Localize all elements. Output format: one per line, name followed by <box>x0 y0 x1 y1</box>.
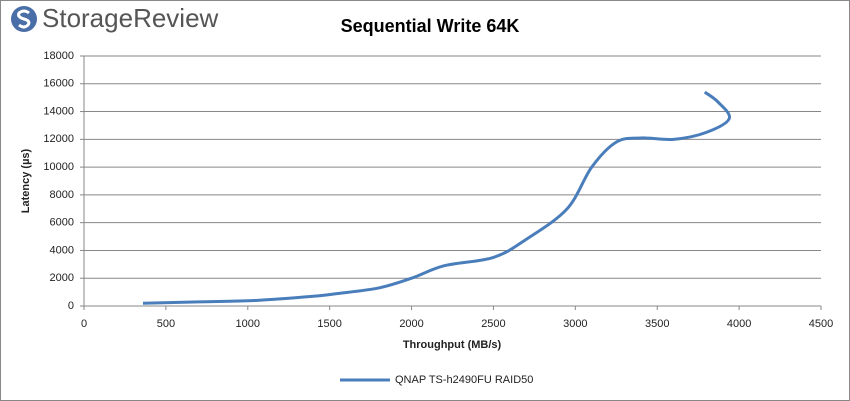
legend-label: QNAP TS-h2490FU RAID50 <box>395 374 533 386</box>
logo-icon-s <box>17 9 31 29</box>
x-tick-label: 4000 <box>727 318 751 330</box>
y-tick-label: 18000 <box>43 50 74 62</box>
chart-title: Sequential Write 64K <box>341 16 520 36</box>
x-tick-label: 1000 <box>236 318 260 330</box>
x-tick-label: 2500 <box>481 318 505 330</box>
y-tick-label: 2000 <box>50 272 74 284</box>
x-tick-label: 3500 <box>645 318 669 330</box>
x-tick-label: 1500 <box>317 318 341 330</box>
y-tick-label: 0 <box>68 300 74 312</box>
x-tick-label: 0 <box>81 318 87 330</box>
series-line <box>142 90 731 305</box>
x-tick-label: 500 <box>157 318 175 330</box>
y-tick-label: 12000 <box>43 133 74 145</box>
y-tick-label: 6000 <box>50 217 74 229</box>
y-tick-label: 4000 <box>50 244 74 256</box>
y-tick-label: 16000 <box>43 78 74 90</box>
x-tick-label: 2000 <box>399 318 423 330</box>
x-tick-label: 3000 <box>563 318 587 330</box>
y-tick-label: 14000 <box>43 105 74 117</box>
brand: StorageReview <box>42 3 219 33</box>
x-tick-label: 4500 <box>809 318 833 330</box>
y-tick-label: 10000 <box>43 161 74 173</box>
y-tick-label: 8000 <box>50 189 74 201</box>
y-axis-label: Latency (µs) <box>20 148 32 213</box>
x-axis-label: Throughput (MB/s) <box>403 339 502 351</box>
